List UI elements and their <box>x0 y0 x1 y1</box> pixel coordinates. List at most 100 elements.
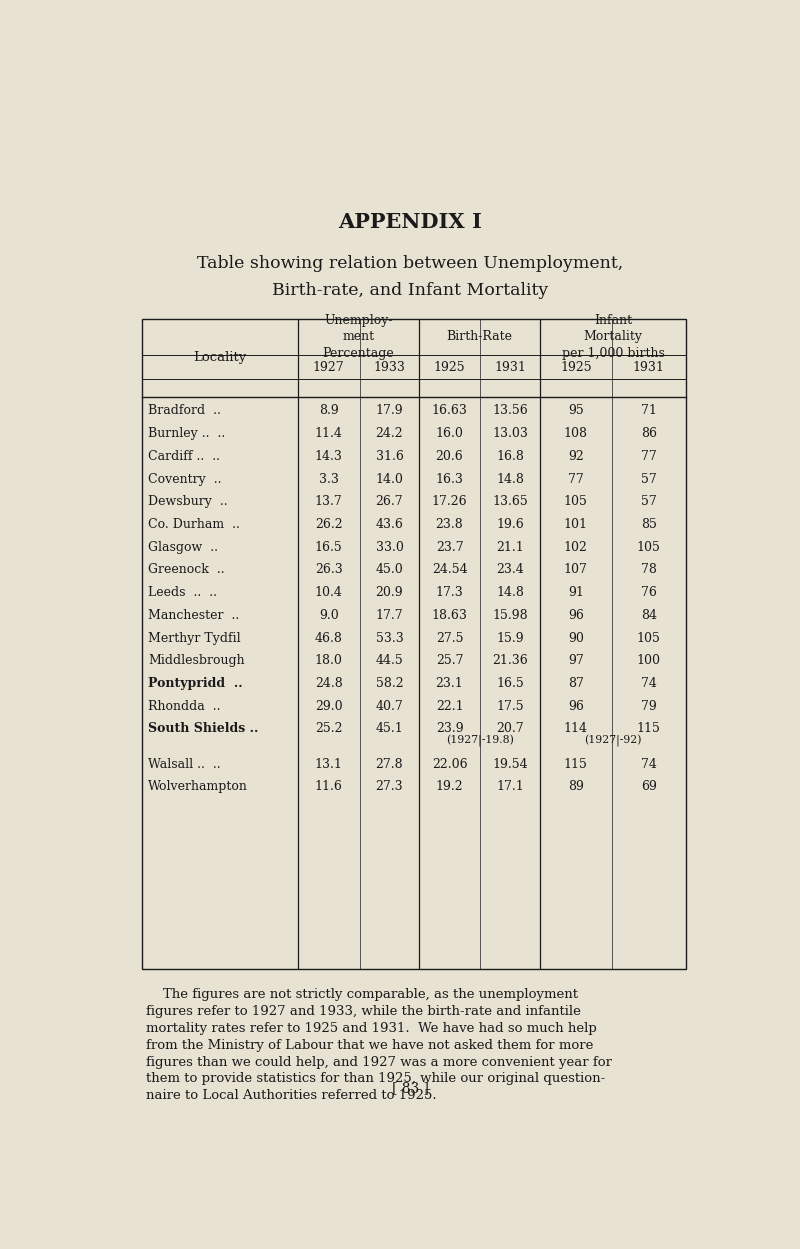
Text: 85: 85 <box>641 518 657 531</box>
Text: Table showing relation between Unemployment,: Table showing relation between Unemploym… <box>197 255 623 271</box>
Text: 20.9: 20.9 <box>376 586 403 600</box>
Text: 29.0: 29.0 <box>315 699 342 713</box>
Text: 16.5: 16.5 <box>314 541 342 553</box>
Text: Bradford  ..: Bradford .. <box>148 405 221 417</box>
Text: 1933: 1933 <box>374 361 406 373</box>
Text: Coventry  ..: Coventry .. <box>148 472 222 486</box>
Text: 16.8: 16.8 <box>496 450 524 463</box>
Text: 13.03: 13.03 <box>492 427 528 440</box>
Text: 16.3: 16.3 <box>435 472 463 486</box>
Text: 15.98: 15.98 <box>492 608 528 622</box>
Text: 13.7: 13.7 <box>314 496 342 508</box>
Text: Cardiff ..  ..: Cardiff .. .. <box>148 450 220 463</box>
Text: 23.4: 23.4 <box>496 563 524 577</box>
Text: 16.63: 16.63 <box>431 405 467 417</box>
Text: 40.7: 40.7 <box>375 699 403 713</box>
Text: 45.1: 45.1 <box>375 722 403 736</box>
Text: 86: 86 <box>641 427 657 440</box>
Text: 14.8: 14.8 <box>496 586 524 600</box>
Text: 17.5: 17.5 <box>496 699 524 713</box>
Text: 77: 77 <box>568 472 584 486</box>
Text: 11.4: 11.4 <box>314 427 342 440</box>
Text: 74: 74 <box>641 677 657 689</box>
Text: 105: 105 <box>637 632 661 644</box>
Text: 115: 115 <box>637 722 661 736</box>
Text: South Shields ..: South Shields .. <box>148 722 258 736</box>
Text: 71: 71 <box>641 405 657 417</box>
Text: 57: 57 <box>641 496 657 508</box>
Text: 17.7: 17.7 <box>376 608 403 622</box>
Text: 9.0: 9.0 <box>318 608 338 622</box>
Text: Rhondda  ..: Rhondda .. <box>148 699 221 713</box>
Text: 24.2: 24.2 <box>376 427 403 440</box>
Text: 58.2: 58.2 <box>376 677 403 689</box>
Text: 91: 91 <box>568 586 584 600</box>
Text: 22.06: 22.06 <box>432 758 467 771</box>
Text: 24.8: 24.8 <box>314 677 342 689</box>
Text: 19.2: 19.2 <box>436 781 463 793</box>
Text: APPENDIX I: APPENDIX I <box>338 212 482 232</box>
Text: 10.4: 10.4 <box>314 586 342 600</box>
Text: 17.9: 17.9 <box>376 405 403 417</box>
Text: Walsall ..  ..: Walsall .. .. <box>148 758 221 771</box>
Text: 13.65: 13.65 <box>492 496 528 508</box>
Text: 11.6: 11.6 <box>314 781 342 793</box>
Text: 13.1: 13.1 <box>314 758 342 771</box>
Text: from the Ministry of Labour that we have not asked them for more: from the Ministry of Labour that we have… <box>146 1039 594 1052</box>
Text: 23.8: 23.8 <box>436 518 463 531</box>
Text: 79: 79 <box>641 699 657 713</box>
Text: naire to Local Authorities referred to 1925.: naire to Local Authorities referred to 1… <box>146 1089 437 1102</box>
Text: 1931: 1931 <box>494 361 526 373</box>
Text: [ 83 ]: [ 83 ] <box>391 1082 429 1095</box>
Text: 17.3: 17.3 <box>436 586 463 600</box>
Text: 26.2: 26.2 <box>315 518 342 531</box>
Text: 17.26: 17.26 <box>432 496 467 508</box>
Text: 3.3: 3.3 <box>318 472 338 486</box>
Text: 46.8: 46.8 <box>314 632 342 644</box>
Text: 21.1: 21.1 <box>496 541 524 553</box>
Text: 19.54: 19.54 <box>492 758 528 771</box>
Text: 1927: 1927 <box>313 361 345 373</box>
Text: 100: 100 <box>637 654 661 667</box>
Text: 23.9: 23.9 <box>436 722 463 736</box>
Text: 44.5: 44.5 <box>375 654 403 667</box>
Text: 89: 89 <box>568 781 584 793</box>
Text: 8.9: 8.9 <box>318 405 338 417</box>
Text: 53.3: 53.3 <box>375 632 403 644</box>
Text: 108: 108 <box>564 427 588 440</box>
Text: 31.6: 31.6 <box>375 450 403 463</box>
Text: Wolverhampton: Wolverhampton <box>148 781 248 793</box>
Text: 24.54: 24.54 <box>432 563 467 577</box>
Text: Glasgow  ..: Glasgow .. <box>148 541 218 553</box>
Text: 1925: 1925 <box>434 361 466 373</box>
Text: Infant
Mortality
per 1,000 births: Infant Mortality per 1,000 births <box>562 313 665 360</box>
Text: 95: 95 <box>568 405 584 417</box>
Text: 17.1: 17.1 <box>496 781 524 793</box>
Text: Birth-Rate: Birth-Rate <box>446 331 513 343</box>
Text: 1925: 1925 <box>560 361 592 373</box>
Text: 101: 101 <box>564 518 588 531</box>
Text: 90: 90 <box>568 632 584 644</box>
Text: 25.7: 25.7 <box>436 654 463 667</box>
Text: 16.0: 16.0 <box>435 427 463 440</box>
Text: 69: 69 <box>641 781 657 793</box>
Text: mortality rates refer to 1925 and 1931.  We have had so much help: mortality rates refer to 1925 and 1931. … <box>146 1022 598 1035</box>
Text: 45.0: 45.0 <box>375 563 403 577</box>
Text: (1927|-19.8): (1927|-19.8) <box>446 734 514 747</box>
Text: 92: 92 <box>568 450 584 463</box>
Text: (1927|-92): (1927|-92) <box>584 734 642 747</box>
Text: Birth-rate, and Infant Mortality: Birth-rate, and Infant Mortality <box>272 281 548 299</box>
Text: 19.6: 19.6 <box>496 518 524 531</box>
Text: Burnley ..  ..: Burnley .. .. <box>148 427 226 440</box>
Text: 97: 97 <box>568 654 584 667</box>
Text: 76: 76 <box>641 586 657 600</box>
Text: 21.36: 21.36 <box>492 654 528 667</box>
Text: 43.6: 43.6 <box>375 518 403 531</box>
Text: 27.3: 27.3 <box>376 781 403 793</box>
Text: 77: 77 <box>641 450 657 463</box>
Text: 20.6: 20.6 <box>436 450 463 463</box>
Text: 96: 96 <box>568 608 584 622</box>
Text: 78: 78 <box>641 563 657 577</box>
Text: figures refer to 1927 and 1933, while the birth-rate and infantile: figures refer to 1927 and 1933, while th… <box>146 1005 582 1018</box>
Text: 26.3: 26.3 <box>314 563 342 577</box>
